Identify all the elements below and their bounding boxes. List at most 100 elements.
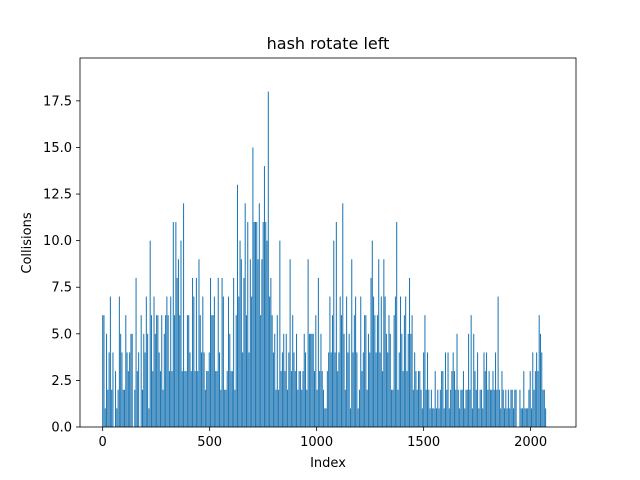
bar <box>171 371 173 427</box>
bar <box>297 389 299 427</box>
bar <box>144 352 146 427</box>
bar <box>243 277 245 427</box>
bar <box>252 147 254 427</box>
bar <box>284 371 286 427</box>
bar <box>500 408 502 427</box>
bar <box>488 371 490 427</box>
bar <box>489 389 491 427</box>
bar <box>163 333 165 427</box>
bar <box>493 389 495 427</box>
bar <box>248 352 250 427</box>
bar <box>495 352 497 427</box>
bar <box>496 389 498 427</box>
bar <box>249 259 251 427</box>
bar <box>111 389 113 427</box>
bar <box>339 296 341 427</box>
bar <box>257 259 259 427</box>
bar <box>409 277 411 427</box>
bar <box>204 389 206 427</box>
bar <box>157 315 159 427</box>
bar <box>185 371 187 427</box>
bar <box>290 371 292 427</box>
bar <box>530 408 533 427</box>
bar <box>117 389 119 427</box>
bar <box>333 240 335 427</box>
bar <box>480 389 482 427</box>
bar <box>239 240 241 427</box>
bar <box>234 389 236 427</box>
bar <box>208 352 210 427</box>
bar <box>382 371 384 427</box>
bar <box>541 352 543 427</box>
bar <box>279 240 281 427</box>
bar <box>389 333 391 427</box>
bar <box>370 277 372 427</box>
bar <box>102 315 104 427</box>
bar <box>122 389 124 427</box>
bar <box>188 315 190 427</box>
bar <box>127 371 129 427</box>
bar <box>148 408 150 427</box>
bar <box>498 389 500 427</box>
bar <box>145 296 147 427</box>
bar <box>468 333 470 427</box>
bar <box>455 389 457 427</box>
bar <box>215 371 217 427</box>
bar <box>230 371 232 427</box>
bar <box>432 408 434 427</box>
bar <box>280 371 282 427</box>
bar <box>364 315 366 427</box>
bar <box>306 389 308 427</box>
bar <box>497 296 499 427</box>
bar <box>206 371 208 427</box>
bar <box>437 389 439 427</box>
bar <box>460 389 462 427</box>
bar <box>457 389 459 427</box>
bar <box>303 333 305 427</box>
bar <box>322 389 325 427</box>
bar <box>388 315 390 427</box>
bar <box>406 371 408 427</box>
y-tick-label: 17.5 <box>43 94 72 109</box>
bar <box>162 389 164 427</box>
bar <box>453 371 455 427</box>
bar <box>533 389 535 427</box>
bar <box>314 371 316 427</box>
x-tick-label: 2000 <box>514 435 547 450</box>
bar <box>536 352 538 427</box>
bar <box>302 371 304 427</box>
bar <box>337 371 339 427</box>
bar <box>152 371 154 427</box>
bar <box>462 371 464 427</box>
bar <box>349 408 351 427</box>
y-tick-label: 10.0 <box>43 234 72 249</box>
bar <box>107 389 109 427</box>
bar <box>514 389 516 427</box>
bar <box>141 389 143 427</box>
bar <box>524 408 526 427</box>
bar <box>519 389 521 427</box>
bar <box>312 333 314 427</box>
bar <box>411 315 413 427</box>
bar <box>175 222 177 427</box>
bar <box>201 352 203 427</box>
bar <box>470 315 472 427</box>
bar <box>166 296 168 427</box>
bar <box>189 352 191 427</box>
bar <box>513 408 515 427</box>
bar <box>441 371 443 427</box>
bar <box>466 389 468 427</box>
bar <box>112 352 114 427</box>
bar <box>477 352 479 427</box>
bar <box>193 296 195 427</box>
bar <box>456 333 458 427</box>
bar <box>391 389 393 427</box>
bar <box>385 333 387 427</box>
bar <box>198 259 200 427</box>
bar <box>256 222 258 427</box>
bar <box>504 408 506 427</box>
bar <box>283 333 285 427</box>
bar <box>396 222 398 427</box>
bar <box>433 408 435 427</box>
